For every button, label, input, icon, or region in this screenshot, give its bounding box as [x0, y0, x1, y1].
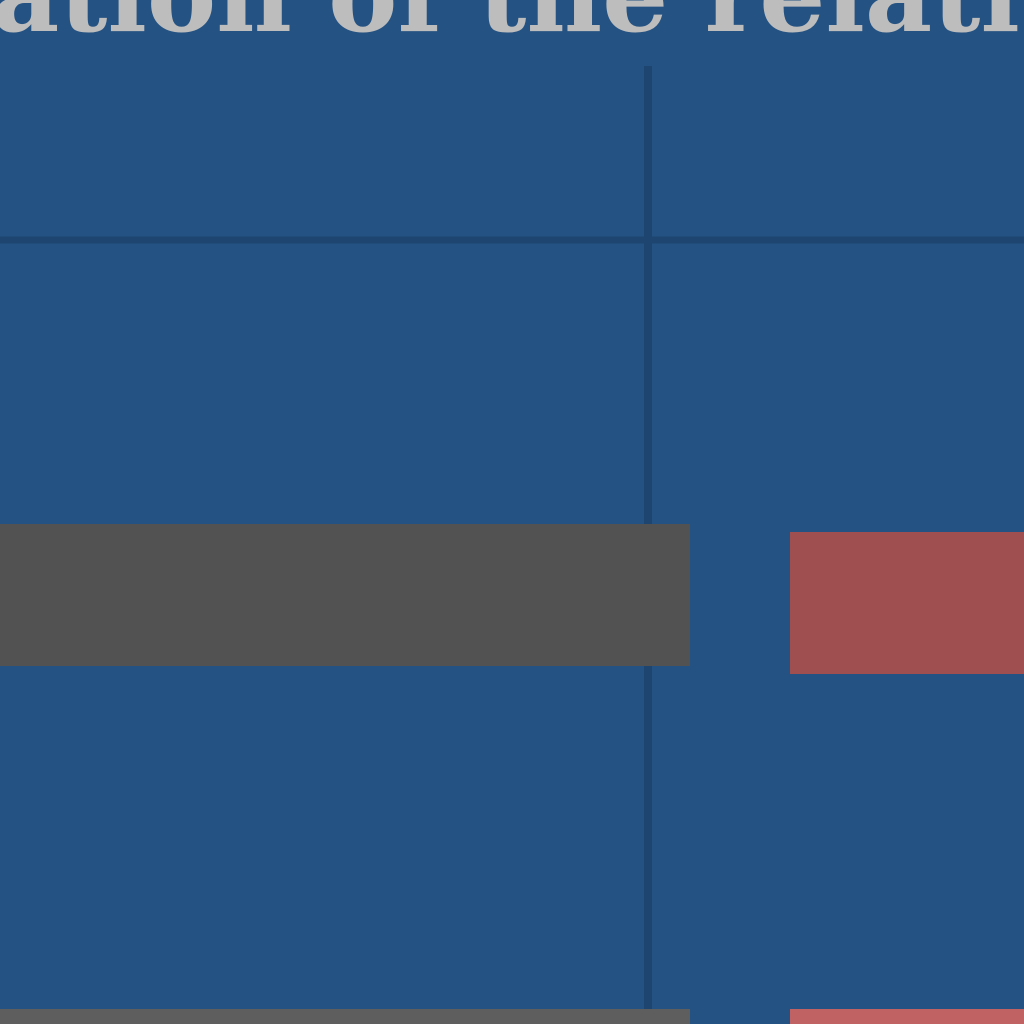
bar-red-1 — [790, 532, 1024, 674]
bar-gray-2 — [0, 1009, 690, 1024]
bar-red-2 — [790, 1009, 1024, 1024]
bar-gray-1 — [0, 524, 690, 666]
chart-title: ation of the relativ — [0, 0, 1024, 52]
